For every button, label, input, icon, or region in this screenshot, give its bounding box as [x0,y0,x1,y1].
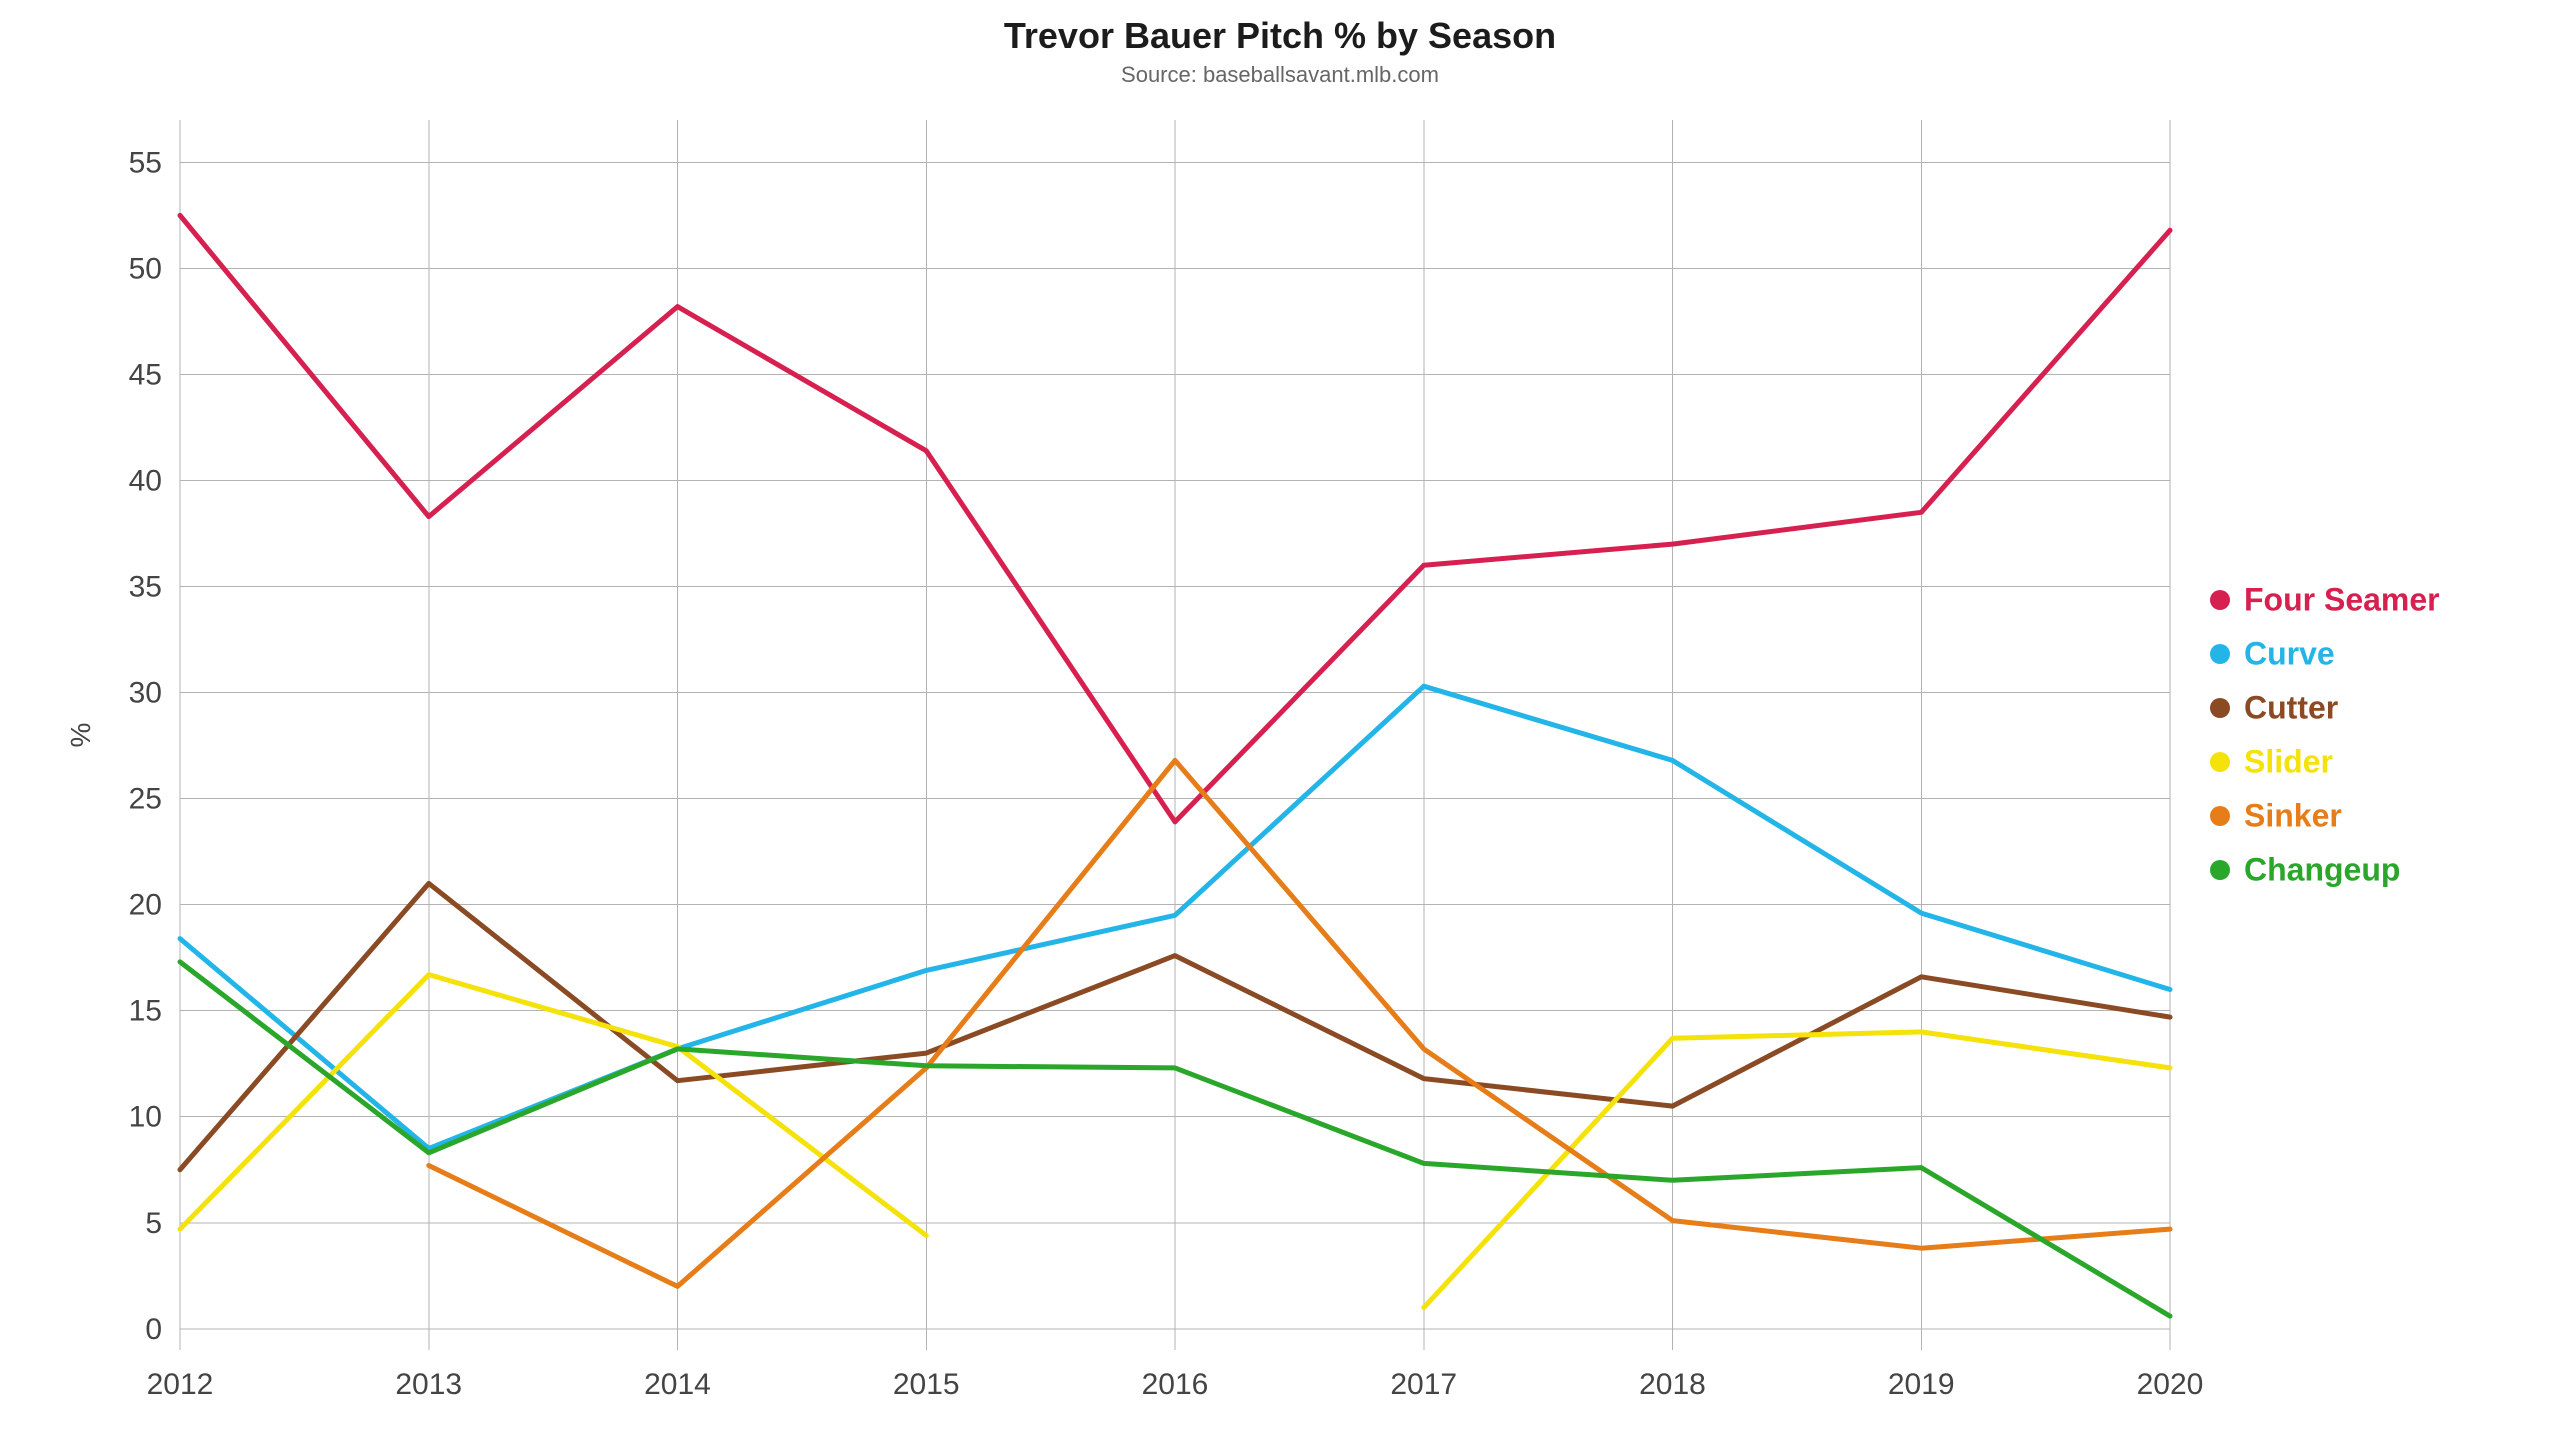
x-tick-labels: 2012 2013 2014 2015 2016 2017 2018 2019 2020 [147,1368,2204,1401]
y-tick-label: 45 [129,358,162,391]
line-chart: 2012201320142015201620172018201920200510… [0,0,2560,1440]
x-tick-label: 2019 [1888,1368,1955,1401]
y-tick-label: 55 [129,146,162,179]
x-tick-label: 2014 [644,1368,711,1401]
legend-label: Sinker [2244,797,2342,833]
legend-label: Curve [2244,635,2335,671]
y-tick-label: 0 [145,1313,162,1346]
y-axis-label: % [65,723,96,748]
x-tick-label: 2017 [1390,1368,1457,1401]
legend-label: Slider [2244,743,2333,779]
y-tick-label: 25 [129,783,162,816]
y-tick-label: 10 [129,1101,162,1134]
chart-subtitle: Source: baseballsavant.mlb.com [1121,62,1439,87]
x-tick-label: 2012 [147,1368,214,1401]
chart-title: Trevor Bauer Pitch % by Season [1004,15,1556,56]
y-tick-label: 40 [129,465,162,498]
x-tick-label: 2013 [395,1368,462,1401]
legend-label: Changeup [2244,851,2400,887]
legend-marker [2210,860,2230,880]
chart-container: 2012201320142015201620172018201920200510… [0,0,2560,1440]
y-tick-label: 5 [145,1207,162,1240]
legend-label: Four Seamer [2244,581,2440,617]
y-tick-label: 35 [129,571,162,604]
y-tick-label: 50 [129,252,162,285]
x-tick-label: 2015 [893,1368,960,1401]
y-tick-label: 15 [129,995,162,1028]
legend-marker [2210,698,2230,718]
legend-marker [2210,644,2230,664]
x-tick-label: 2018 [1639,1368,1706,1401]
legend-marker [2210,752,2230,772]
legend-label: Cutter [2244,689,2338,725]
x-tick-label: 2020 [2137,1368,2204,1401]
legend-marker [2210,590,2230,610]
legend-marker [2210,806,2230,826]
y-tick-label: 20 [129,889,162,922]
x-tick-label: 2016 [1142,1368,1209,1401]
y-tick-label: 30 [129,677,162,710]
